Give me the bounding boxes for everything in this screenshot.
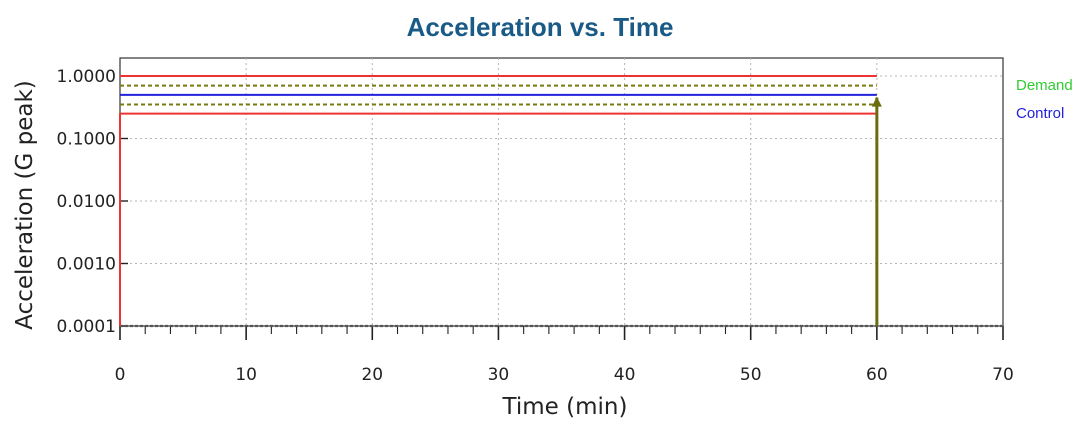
- x-tick-label: 10: [235, 365, 257, 385]
- x-tick-label: 70: [992, 365, 1014, 385]
- x-tick-label: 0: [115, 365, 126, 385]
- y-tick-label: 0.0001: [57, 317, 116, 337]
- arrow-head-icon: [871, 96, 882, 107]
- legend-entry-control: Control: [1016, 105, 1064, 122]
- y-tick-label: 0.1000: [57, 130, 116, 150]
- chart-title: Acceleration vs. Time: [407, 12, 674, 42]
- series-lines: [120, 75, 1003, 328]
- x-axis-ticks: 0 10 20 30 40 50 60 70: [115, 326, 1014, 385]
- y-axis-ticks: 0.0001 0.0010 0.0100 0.1000 1.0000: [57, 67, 128, 337]
- y-tick-label: 1.0000: [57, 67, 116, 87]
- y-tick-label: 0.0010: [57, 255, 116, 275]
- x-tick-label: 40: [614, 365, 636, 385]
- x-tick-label: 20: [361, 365, 383, 385]
- x-tick-label: 30: [488, 365, 510, 385]
- plot-area: [119, 57, 1004, 327]
- vertical-markers: [119, 96, 882, 326]
- y-axis-label: Acceleration (G peak): [12, 80, 38, 329]
- x-tick-label: 60: [866, 365, 888, 385]
- x-axis-label: Time (min): [502, 394, 628, 420]
- x-tick-label: 50: [740, 365, 762, 385]
- legend-entry-demand: Demand: [1016, 77, 1073, 94]
- legend: Demand Control: [1016, 77, 1073, 122]
- y-tick-label: 0.0100: [57, 192, 116, 212]
